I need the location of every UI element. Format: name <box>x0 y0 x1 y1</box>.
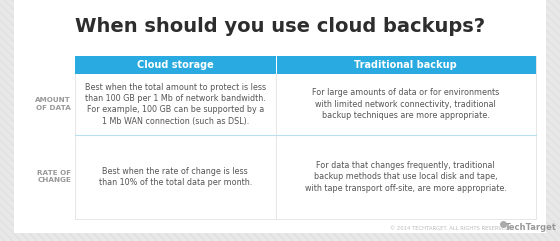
Text: © 2014 TECHTARGET. ALL RIGHTS RESERVED.: © 2014 TECHTARGET. ALL RIGHTS RESERVED. <box>390 226 511 230</box>
Text: Best when the total amount to protect is less
than 100 GB per 1 Mb of network ba: Best when the total amount to protect is… <box>85 83 266 126</box>
Text: Traditional backup: Traditional backup <box>354 60 457 70</box>
Text: For data that changes frequently, traditional
backup methods that use local disk: For data that changes frequently, tradit… <box>305 161 507 193</box>
Text: For large amounts of data or for environments
with limited network connectivity,: For large amounts of data or for environ… <box>312 88 500 120</box>
Text: Cloud storage: Cloud storage <box>137 60 214 70</box>
Bar <box>75 56 536 219</box>
Text: When should you use cloud backups?: When should you use cloud backups? <box>75 18 485 36</box>
Text: Best when the rate of change is less
than 10% of the total data per month.: Best when the rate of change is less tha… <box>99 167 252 187</box>
Text: TechTarget: TechTarget <box>505 223 557 233</box>
Bar <box>277 56 536 74</box>
Bar <box>75 56 276 74</box>
Text: RATE OF
CHANGE: RATE OF CHANGE <box>37 170 71 183</box>
Text: AMOUNT
OF DATA: AMOUNT OF DATA <box>35 98 71 111</box>
